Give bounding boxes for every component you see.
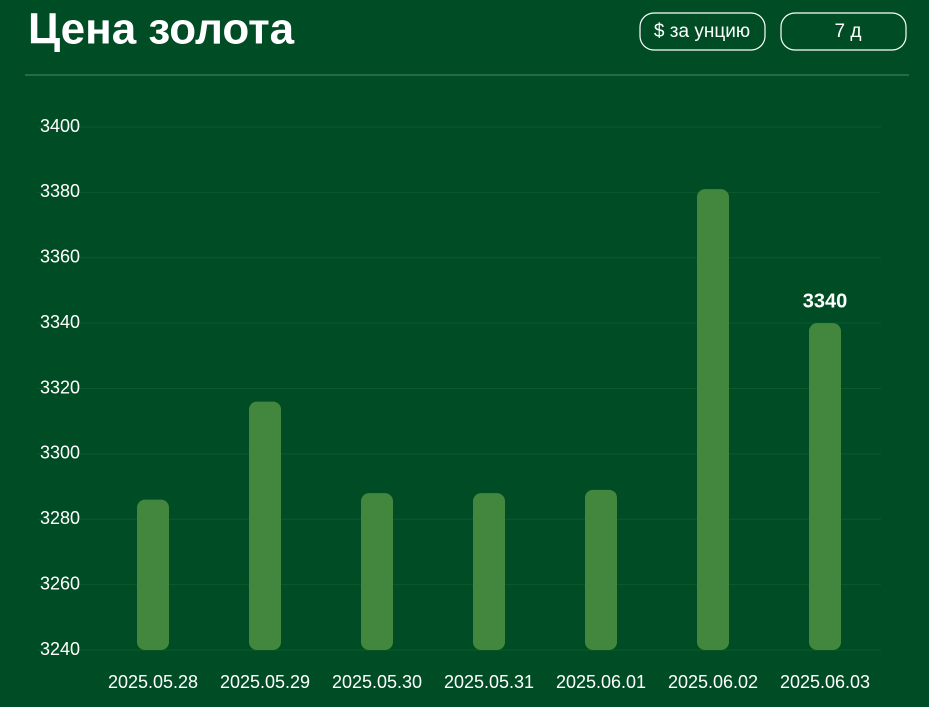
bar [249,401,281,650]
x-tick-label: 2025.05.28 [108,672,198,692]
y-tick-label: 3400 [40,116,80,136]
bar [137,499,169,650]
chart-title: Цена золота [28,5,295,54]
button-label[interactable]: 7 д [835,21,862,42]
button-frame[interactable] [639,12,766,51]
x-tick-label: 2025.06.02 [668,672,758,692]
bar [473,493,505,650]
button-label[interactable]: $ за унцию [654,21,750,42]
bar [361,493,393,650]
y-tick-label: 3340 [40,312,80,332]
data-label: 3340 [803,290,848,312]
y-tick-label: 3240 [40,639,80,659]
period-button[interactable]: 7 д [780,12,907,51]
y-tick-label: 3300 [40,443,80,463]
x-tick-label: 2025.05.29 [220,672,310,692]
bar [809,323,841,650]
x-tick-label: 2025.06.01 [556,672,646,692]
unit-button[interactable]: $ за унцию [639,12,766,51]
x-tick-label: 2025.06.03 [780,672,870,692]
x-tick-label: 2025.05.30 [332,672,422,692]
y-tick-label: 3260 [40,573,80,593]
y-tick-label: 3360 [40,247,80,267]
bar [585,489,617,650]
y-tick-label: 3320 [40,377,80,397]
y-tick-label: 3380 [40,181,80,201]
bar [697,189,729,650]
x-tick-label: 2025.05.31 [444,672,534,692]
y-tick-label: 3280 [40,508,80,528]
button-frame[interactable] [780,12,907,51]
